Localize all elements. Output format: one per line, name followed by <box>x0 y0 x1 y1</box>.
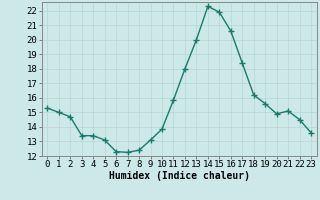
X-axis label: Humidex (Indice chaleur): Humidex (Indice chaleur) <box>109 171 250 181</box>
